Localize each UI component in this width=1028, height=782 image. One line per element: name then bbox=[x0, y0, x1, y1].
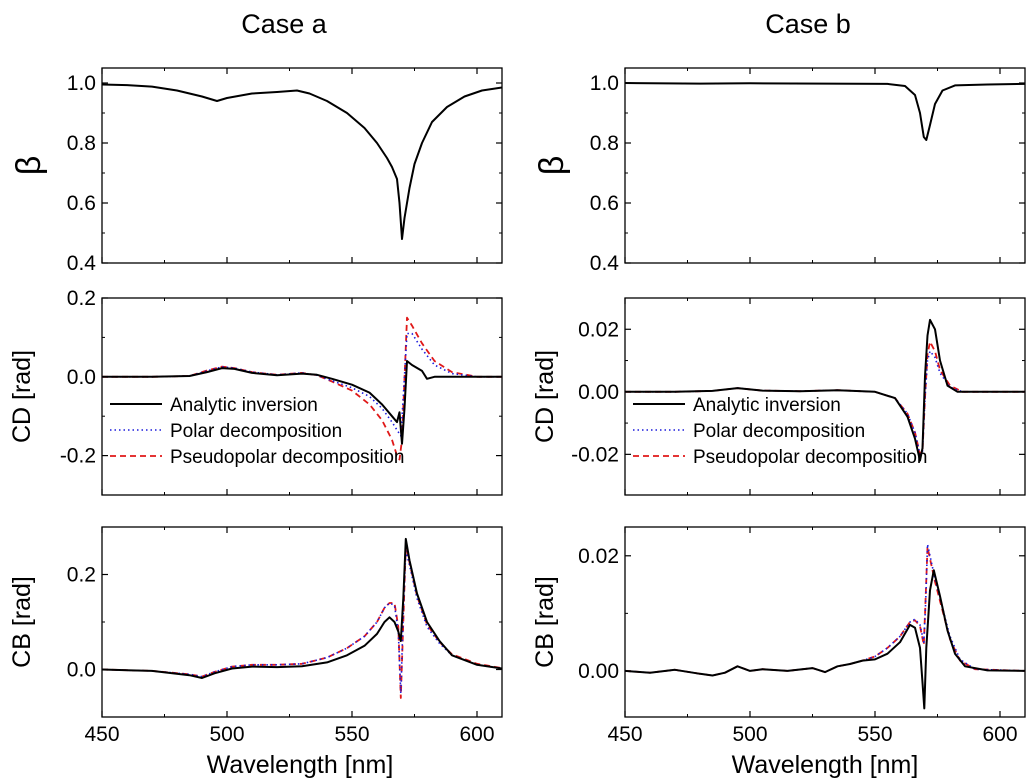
series-line-analytic-inversion bbox=[102, 83, 502, 240]
y-tick-label: 0.0 bbox=[67, 366, 96, 389]
plot-frame bbox=[101, 297, 503, 496]
panel-b-beta: 0.4 0.6 0.8 1.0 β bbox=[533, 67, 1026, 275]
panel-a-cb: 450 500 550 600 0.0 0.2 CB [rad] bbox=[8, 526, 503, 746]
series-line-analytic-inversion bbox=[625, 82, 1025, 141]
series-line-pseudopolar-decomposition bbox=[102, 316, 502, 461]
x-tick-label: 600 bbox=[459, 723, 494, 746]
legend-label: Pseudopolar decomposition bbox=[170, 447, 405, 468]
y-tick-label: 0.8 bbox=[590, 132, 619, 155]
y-tick-label: 0.8 bbox=[67, 132, 96, 155]
x-tick-label: 550 bbox=[334, 723, 369, 746]
column-title-b: Case b bbox=[765, 9, 851, 39]
plot-frame bbox=[624, 526, 1026, 718]
column-title-a: Case a bbox=[241, 9, 328, 39]
y-tick-label: 0.2 bbox=[67, 564, 96, 587]
legend-label: Analytic inversion bbox=[693, 395, 841, 416]
legend-label: Analytic inversion bbox=[170, 395, 318, 416]
y-tick-label: 0.02 bbox=[578, 545, 619, 568]
x-tick-label: 600 bbox=[982, 723, 1017, 746]
series-line-polar-decomposition bbox=[625, 350, 1025, 456]
series-line-pseudopolar-decomposition bbox=[102, 545, 502, 699]
y-tick-label: -0.2 bbox=[60, 445, 96, 468]
plot-frame bbox=[101, 526, 503, 718]
x-tick-label: 450 bbox=[607, 723, 642, 746]
panel-a-beta: 0.4 0.6 0.8 1.0 β bbox=[10, 67, 503, 275]
plot-frame bbox=[624, 297, 1026, 496]
y-axis-label: β bbox=[10, 156, 48, 176]
y-tick-label: 0.6 bbox=[590, 192, 619, 215]
y-tick-label: 0.02 bbox=[578, 318, 619, 341]
y-tick-label: -0.02 bbox=[571, 443, 619, 466]
series-line-analytic-inversion bbox=[102, 537, 502, 679]
series-line-analytic-inversion bbox=[625, 318, 1025, 462]
x-axis-label-b: Wavelength [nm] bbox=[732, 751, 919, 779]
x-axis-label-a: Wavelength [nm] bbox=[207, 751, 394, 779]
y-tick-label: 1.0 bbox=[590, 72, 619, 95]
legend-label: Polar decomposition bbox=[170, 421, 342, 442]
y-axis-label: CD [rad] bbox=[8, 350, 36, 443]
legend-label: Polar decomposition bbox=[693, 421, 865, 442]
series-line-analytic-inversion bbox=[102, 360, 502, 445]
y-tick-label: 0.00 bbox=[578, 660, 619, 683]
y-tick-label: 0.6 bbox=[67, 192, 96, 215]
y-axis-label: CB [rad] bbox=[8, 576, 36, 668]
y-tick-label: 1.0 bbox=[67, 72, 96, 95]
panel-b-cb: 450 500 550 600 0.00 0.02 CB [rad] bbox=[531, 526, 1026, 746]
y-axis-label: CD [rad] bbox=[531, 350, 559, 443]
x-tick-label: 550 bbox=[857, 723, 892, 746]
y-tick-label: 0.2 bbox=[67, 287, 96, 310]
y-tick-label: 0.00 bbox=[578, 381, 619, 404]
x-tick-label: 500 bbox=[209, 723, 244, 746]
x-tick-label: 500 bbox=[732, 723, 767, 746]
series-line-polar-decomposition bbox=[102, 332, 502, 437]
legend-label: Pseudopolar decomposition bbox=[693, 447, 928, 468]
series-line-polar-decomposition bbox=[625, 543, 1025, 677]
y-tick-label: 0.4 bbox=[590, 252, 620, 275]
y-tick-label: 0.0 bbox=[67, 659, 96, 682]
series-line-pseudopolar-decomposition bbox=[625, 546, 1025, 677]
x-tick-label: 450 bbox=[84, 723, 119, 746]
panel-b-cd: -0.02 0.00 0.02 CD [rad] Analytic inversion P… bbox=[531, 297, 1026, 496]
y-tick-label: 0.4 bbox=[67, 252, 97, 275]
plot-frame bbox=[101, 67, 503, 264]
panel-a-cd: -0.2 0.0 0.2 CD [rad] Analytic inversion Pola… bbox=[8, 287, 503, 496]
plot-frame bbox=[624, 67, 1026, 264]
series-line-polar-decomposition bbox=[102, 550, 502, 695]
y-axis-label: β bbox=[533, 156, 571, 176]
series-line-analytic-inversion bbox=[625, 569, 1025, 710]
y-axis-label: CB [rad] bbox=[531, 576, 559, 668]
